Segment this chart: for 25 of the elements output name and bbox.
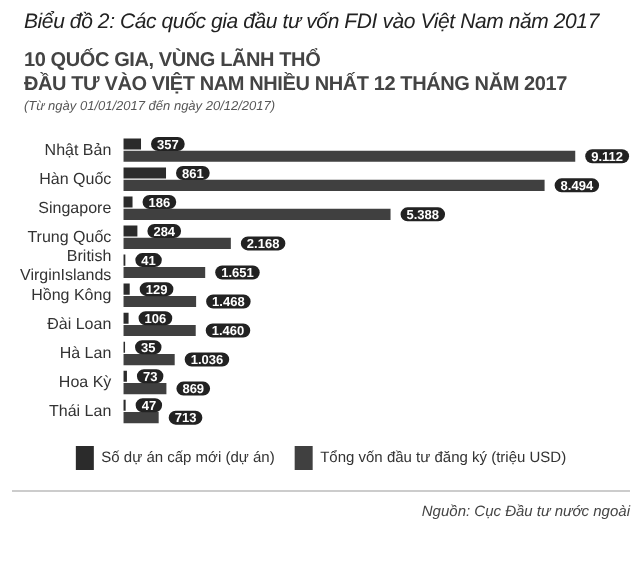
bar xyxy=(123,283,130,295)
bar xyxy=(123,138,142,150)
bar xyxy=(123,312,129,324)
y-tick-label: Trung Quốc xyxy=(27,227,112,246)
bar xyxy=(123,295,197,308)
bar xyxy=(123,225,138,237)
chart-title: Biểu đồ 2: Các quốc gia đầu tư vốn FDI vào Việt Nam năm 2017 xyxy=(24,10,602,34)
bar xyxy=(123,179,545,191)
bar xyxy=(123,324,196,337)
y-tick-label: Đài Loan xyxy=(47,314,112,333)
y-tick-label: Hàn Quốc xyxy=(39,169,112,188)
y-tick-label: Singapore xyxy=(38,198,113,217)
y-tick-label: Hoa Kỳ xyxy=(58,372,112,391)
y-tick-label: Hồng Kông xyxy=(31,285,112,304)
bar xyxy=(123,196,133,208)
y-tick-label: Thái Lan xyxy=(49,401,112,420)
y-tick-label: Nhật Bản xyxy=(44,140,112,159)
bar xyxy=(123,150,576,162)
bar xyxy=(123,237,231,249)
bar xyxy=(123,208,391,220)
bar xyxy=(123,167,167,179)
bar xyxy=(123,266,206,279)
chart-subtitle: 10 QUỐC GIA, VÙNG LÃNH THỔ ĐẦU TƯ VÀO VIỆT NAM NHIỀU NHẤT 12 THÁNG NĂM 2017 xyxy=(24,50,570,98)
y-tick-label: Hà Lan xyxy=(59,343,112,362)
y-tick-label: British VirginIslands xyxy=(20,247,112,285)
